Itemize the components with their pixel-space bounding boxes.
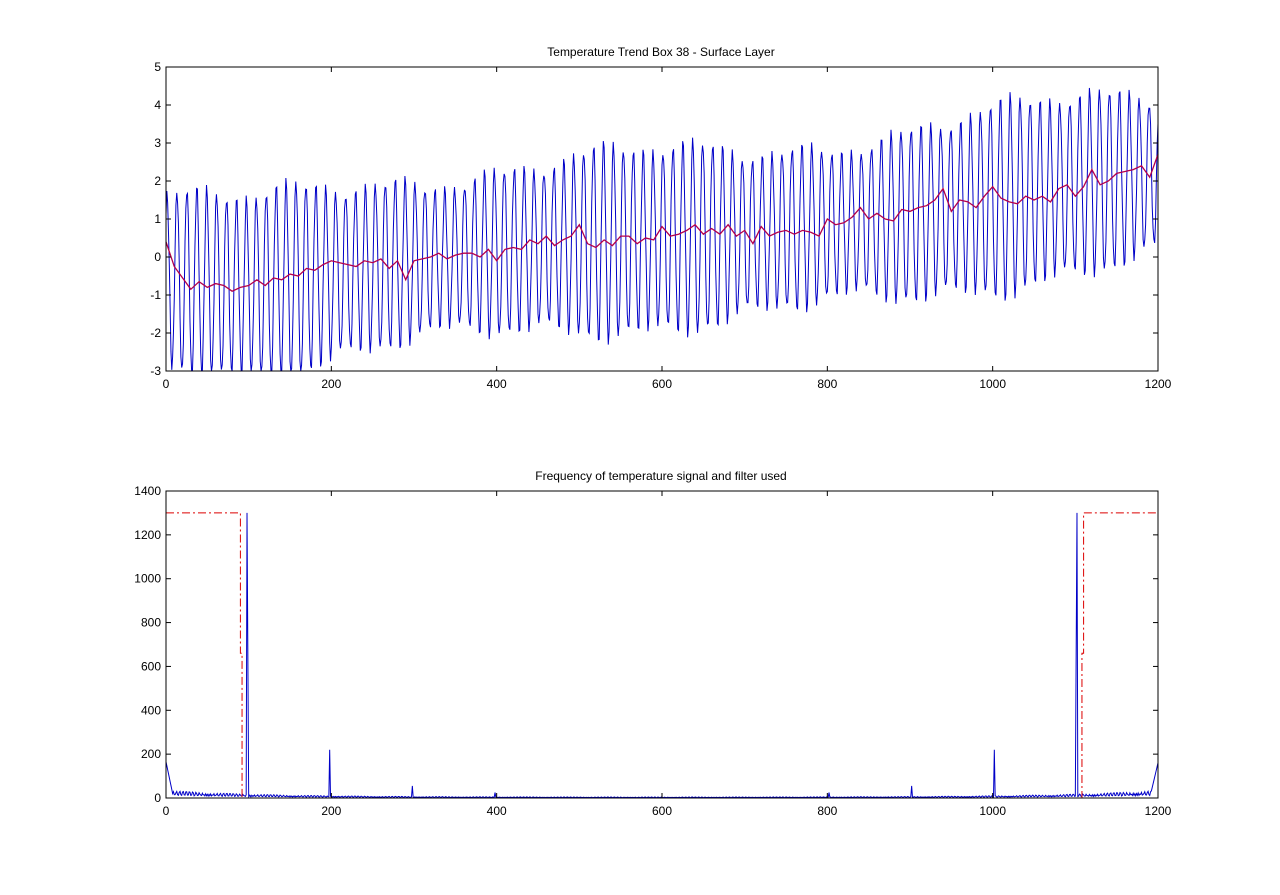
y-tick-label: 600 xyxy=(141,659,161,673)
x-tick-label: 600 xyxy=(652,804,672,818)
y-tick-label: 1400 xyxy=(134,484,161,498)
y-tick-label: 800 xyxy=(141,616,161,630)
x-tick-label: 1200 xyxy=(1145,377,1172,391)
y-tick-label: 1000 xyxy=(134,572,161,586)
x-tick-label: 200 xyxy=(321,377,341,391)
temperature-signal-line xyxy=(165,87,1159,372)
x-tick-label: 0 xyxy=(163,804,170,818)
filter-line xyxy=(166,512,1158,799)
y-tick-label: -2 xyxy=(150,326,161,340)
x-tick-label: 200 xyxy=(321,804,341,818)
series-layer xyxy=(165,87,1159,372)
chart-title: Temperature Trend Box 38 - Surface Layer xyxy=(547,45,774,59)
x-tick-label: 400 xyxy=(487,804,507,818)
x-tick-label: 800 xyxy=(817,804,837,818)
x-tick-label: 1200 xyxy=(1145,804,1172,818)
chart-title: Frequency of temperature signal and filt… xyxy=(535,469,786,483)
x-tick-label: 400 xyxy=(487,377,507,391)
y-tick-label: -3 xyxy=(150,364,161,378)
y-tick-label: 1200 xyxy=(134,528,161,542)
y-tick-label: 2 xyxy=(154,174,161,188)
temperature-trend-chart: Temperature Trend Box 38 - Surface Layer… xyxy=(150,45,1171,391)
x-tick-label: 600 xyxy=(652,377,672,391)
filtered-trend-line xyxy=(165,154,1159,292)
y-tick-label: 1 xyxy=(154,212,161,226)
tick-layer: 0 200 400 600 800 1000 1200 -3 -2 -1 0 1 2 3 4 5 xyxy=(150,60,1171,391)
y-tick-label: 400 xyxy=(141,703,161,717)
y-tick-label: 0 xyxy=(154,791,161,805)
tick-layer: 0 200 400 600 800 1000 1200 0 200 400 600 800 1000 12… xyxy=(134,484,1171,818)
x-tick-label: 1000 xyxy=(979,804,1006,818)
x-tick-label: 1000 xyxy=(979,377,1006,391)
y-tick-label: 5 xyxy=(154,60,161,74)
y-tick-label: 3 xyxy=(154,136,161,150)
y-tick-label: 200 xyxy=(141,747,161,761)
x-tick-label: 0 xyxy=(163,377,170,391)
y-tick-label: 0 xyxy=(154,250,161,264)
y-tick-label: -1 xyxy=(150,288,161,302)
y-tick-label: 4 xyxy=(154,98,161,112)
x-tick-label: 800 xyxy=(817,377,837,391)
frequency-spectrum-chart: Frequency of temperature signal and filt… xyxy=(134,469,1171,818)
